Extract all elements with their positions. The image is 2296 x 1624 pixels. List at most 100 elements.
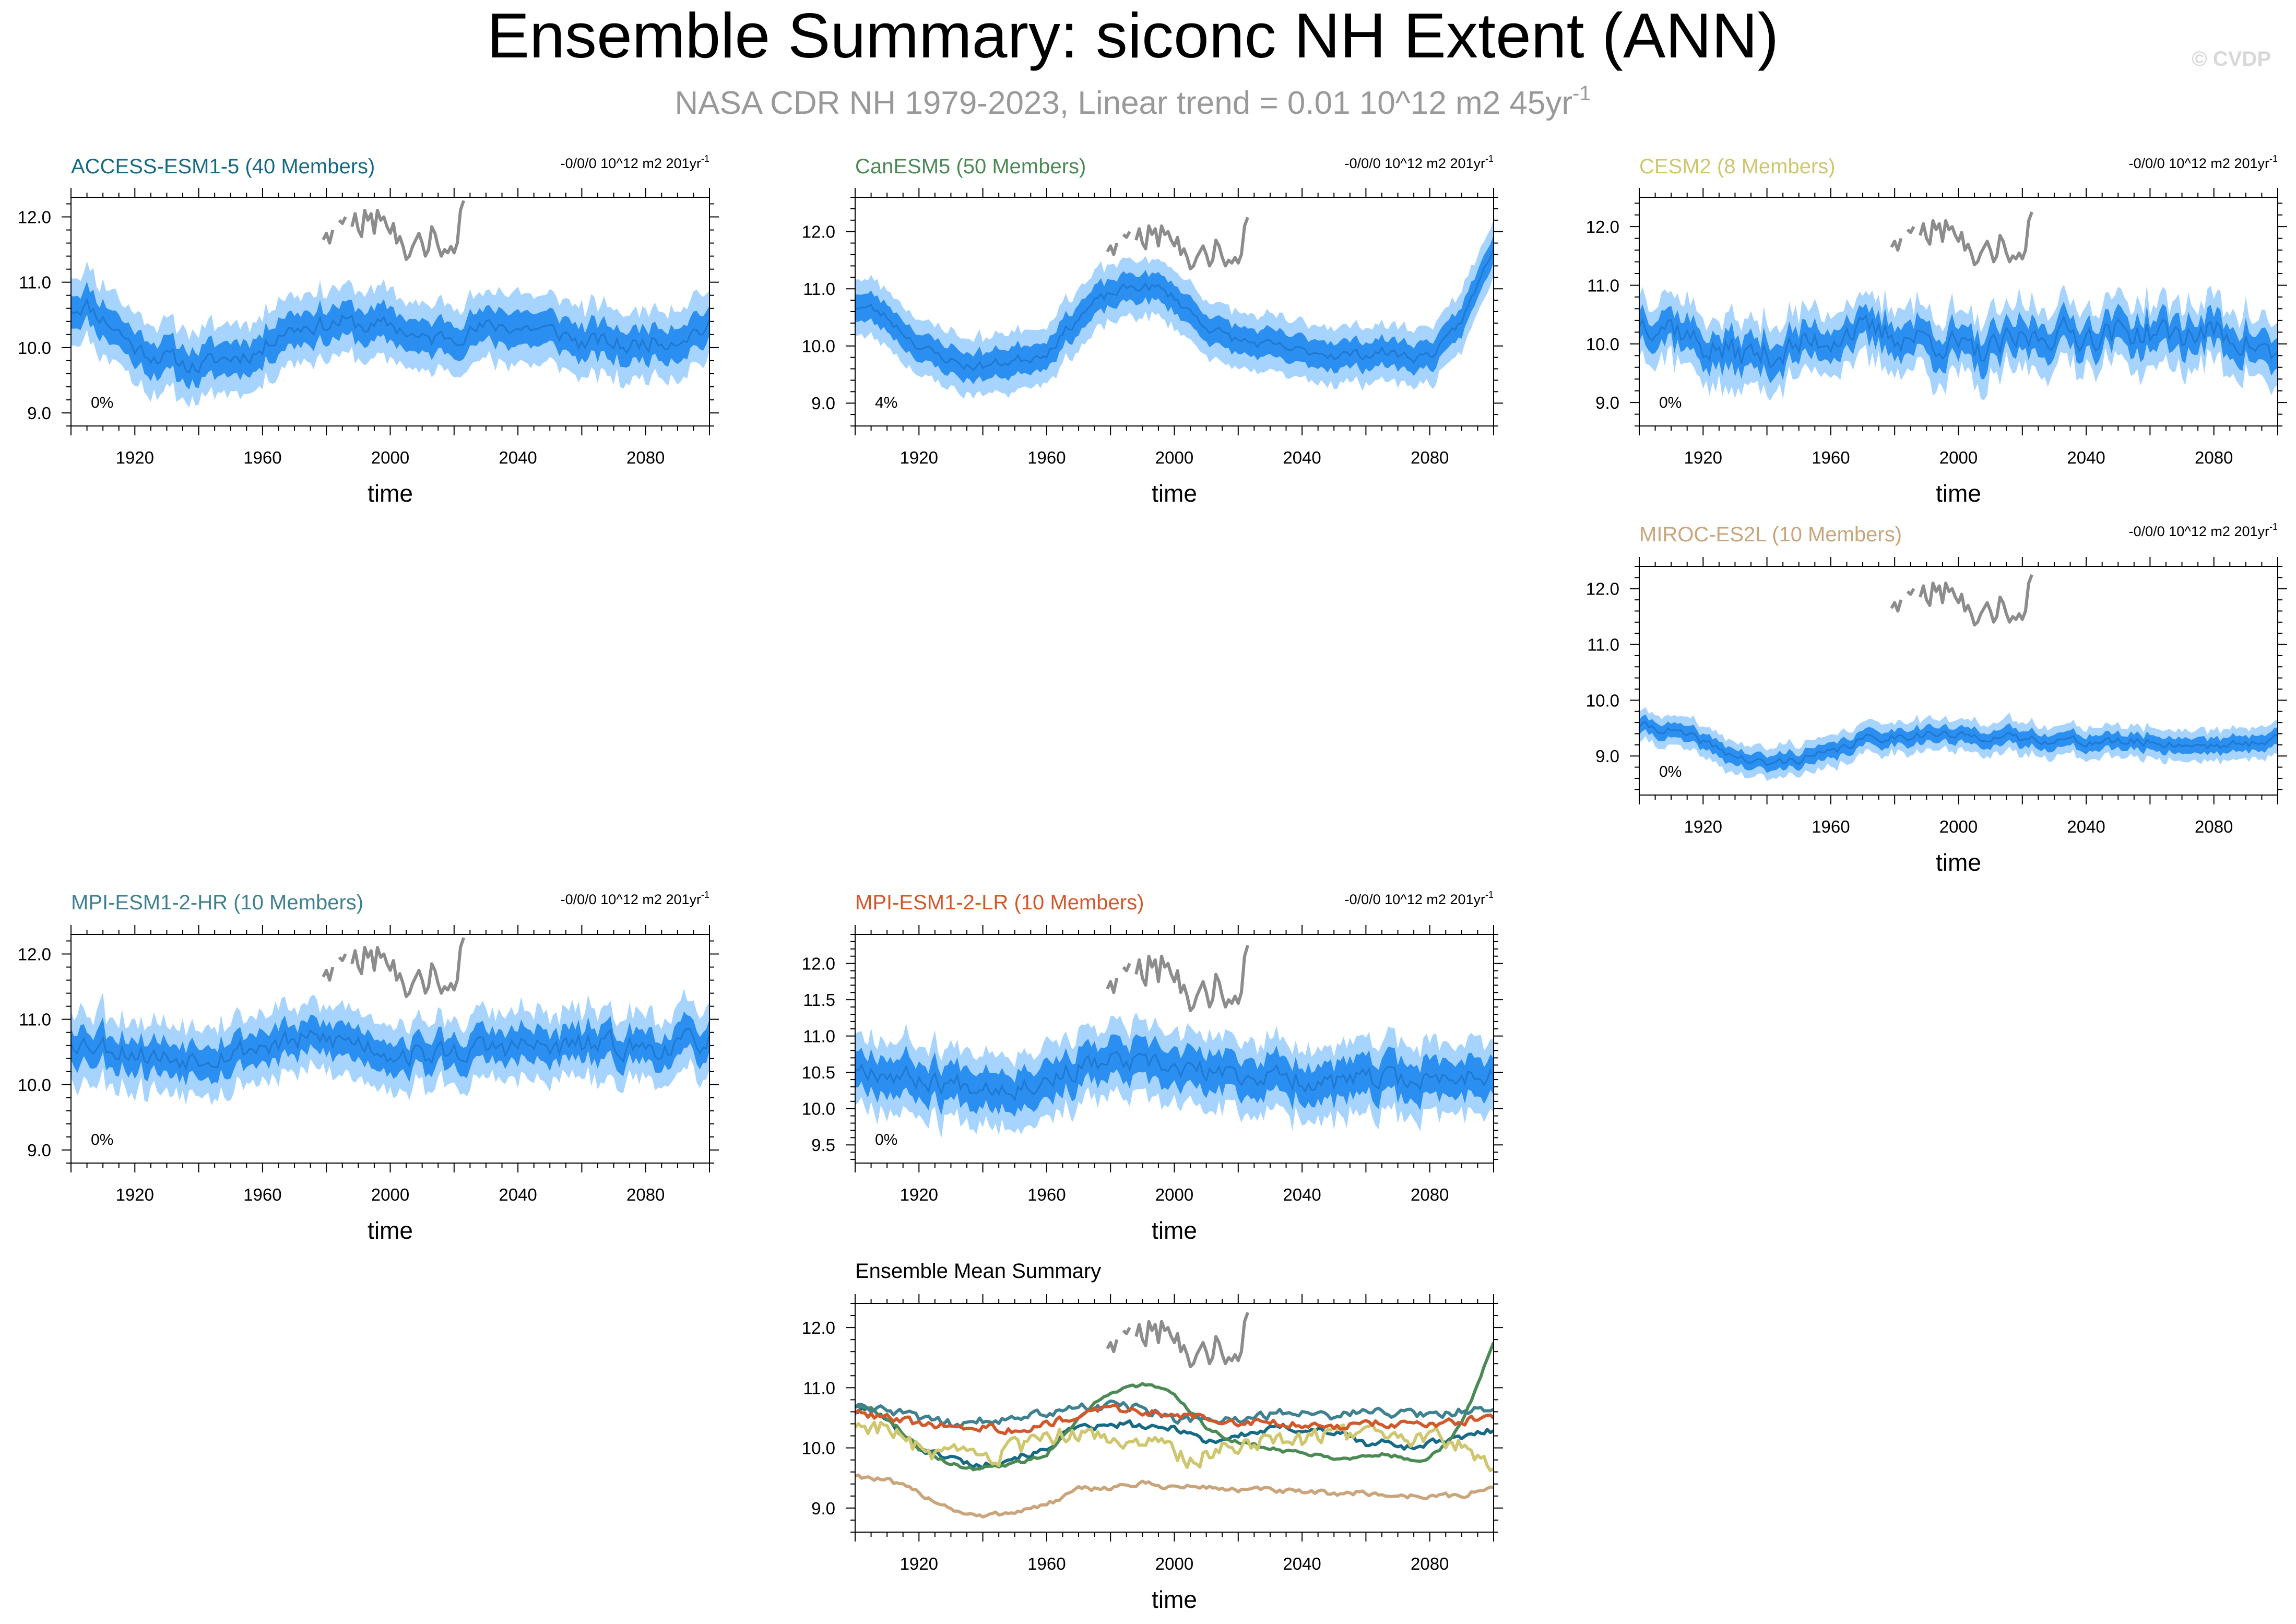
series-line-miroc — [855, 1473, 1494, 1519]
x-tick-label: 2040 — [2067, 817, 2105, 836]
y-tick-label: 10.5 — [802, 1063, 835, 1082]
ensemble-mean-line — [1639, 721, 2278, 766]
panel-trend-text: -0/0/0 10^12 m2 201yr — [561, 892, 701, 907]
panel-title: CanESM5 (50 Members) — [855, 155, 1086, 178]
spread-band-inner — [855, 234, 1494, 384]
x-axis-label: time — [1152, 480, 1197, 507]
x-tick-label: 1960 — [243, 1185, 281, 1204]
plot-area — [1639, 211, 2278, 401]
y-tick-label: 9.0 — [1595, 746, 1619, 766]
spread-band-inner — [71, 1011, 709, 1086]
x-axis-label: time — [1152, 1217, 1197, 1244]
panel-cesm: CESM2 (8 Members) -0/0/0 10^12 m2 201yr-1… — [1586, 153, 2287, 507]
y-tick-label: 11.0 — [803, 279, 835, 299]
observation-line — [322, 937, 465, 998]
plot-area — [855, 1312, 1494, 1519]
x-axis-label: time — [368, 480, 413, 507]
x-axis-label: time — [368, 1217, 413, 1244]
y-tick-label: 10.0 — [1586, 335, 1619, 354]
series-line-canesm — [855, 1342, 1494, 1472]
panel-trend-text: -0/0/0 10^12 m2 201yr — [2129, 524, 2269, 539]
observation-line — [1890, 574, 2033, 627]
x-tick-label: 1960 — [1812, 817, 1850, 836]
plot-area — [71, 200, 709, 408]
y-tick-label: 9.0 — [27, 1141, 51, 1160]
observation-line — [1106, 945, 1249, 1012]
x-tick-label: 2040 — [1283, 1554, 1321, 1573]
x-tick-label: 2000 — [1939, 448, 1978, 467]
panel-canesm: CanESM5 (50 Members) -0/0/0 10^12 m2 201y… — [802, 153, 1503, 507]
series-line-cesm — [855, 1420, 1494, 1473]
ensemble-mean-line — [855, 1051, 1494, 1102]
y-tick-label: 10.0 — [802, 1439, 835, 1458]
panel-trend: -0/0/0 10^12 m2 201yr-1 — [2129, 521, 2278, 539]
y-tick-label: 9.0 — [1595, 393, 1619, 412]
panel-access: ACCESS-ESM1-5 (40 Members) -0/0/0 10^12 m… — [18, 153, 719, 507]
panel-title: MIROC-ES2L (10 Members) — [1639, 523, 1902, 546]
watermark: © CVDP — [2192, 48, 2271, 70]
y-tick-label: 10.0 — [18, 338, 51, 358]
x-tick-label: 2040 — [499, 448, 537, 467]
panel-trend: -0/0/0 10^12 m2 201yr-1 — [561, 890, 709, 907]
x-axis-label: time — [1936, 480, 1981, 507]
x-tick-label: 2040 — [1283, 448, 1321, 467]
pct-label: 0% — [1659, 763, 1682, 780]
panel-trend-text: -0/0/0 10^12 m2 201yr — [1345, 156, 1485, 171]
plot-area — [1639, 574, 2278, 781]
panel-title: CESM2 (8 Members) — [1639, 155, 1836, 178]
y-tick-label: 12.0 — [18, 208, 51, 227]
figure-subtitle-main: NASA CDR NH 1979-2023, Linear trend = 0.… — [674, 85, 1572, 121]
series-line-mpilr — [855, 1404, 1494, 1436]
y-tick-label: 12.0 — [802, 1318, 835, 1337]
panel-trend-sup: -1 — [1485, 153, 1494, 164]
x-tick-label: 2000 — [1155, 1185, 1193, 1204]
plot-area — [855, 945, 1494, 1139]
x-tick-label: 2000 — [1939, 817, 1978, 836]
y-tick-label: 11.0 — [1587, 635, 1619, 655]
x-tick-label: 1920 — [116, 448, 154, 467]
x-tick-label: 2040 — [1283, 1185, 1321, 1204]
ensemble-mean-line — [71, 298, 709, 374]
figure-title: Ensemble Summary: siconc NH Extent (ANN) — [487, 0, 1779, 71]
y-tick-label: 12.0 — [18, 945, 51, 964]
observation-line — [1106, 217, 1249, 270]
x-tick-label: 1920 — [900, 448, 938, 467]
spread-band-inner — [1639, 714, 2278, 773]
figure-subtitle-sup: -1 — [1572, 82, 1591, 105]
plot-area — [855, 217, 1494, 399]
ensemble-mean-line — [71, 1027, 709, 1071]
panel-trend-sup: -1 — [701, 153, 709, 164]
x-tick-label: 2080 — [626, 1185, 665, 1204]
pct-label: 0% — [91, 394, 113, 411]
panel-mpihr: MPI-ESM1-2-HR (10 Members) -0/0/0 10^12 m… — [18, 890, 719, 1244]
x-axis-label: time — [1152, 1586, 1197, 1613]
y-tick-label: 12.0 — [802, 222, 835, 242]
x-tick-label: 2000 — [1155, 448, 1193, 467]
observation-line — [1106, 1312, 1249, 1368]
y-tick-label: 10.0 — [18, 1075, 51, 1095]
x-tick-label: 1960 — [243, 448, 281, 467]
x-tick-label: 1960 — [1027, 1185, 1066, 1204]
x-tick-label: 2040 — [499, 1185, 537, 1204]
panel-trend-sup: -1 — [2269, 153, 2278, 164]
panel-trend-sup: -1 — [1485, 890, 1494, 900]
panel-title: MPI-ESM1-2-HR (10 Members) — [71, 891, 363, 914]
x-tick-label: 2040 — [2067, 448, 2105, 467]
y-tick-label: 12.0 — [1586, 579, 1619, 599]
x-tick-label: 2000 — [1155, 1554, 1193, 1573]
panel-mpilr: MPI-ESM1-2-LR (10 Members) -0/0/0 10^12 m… — [802, 890, 1503, 1244]
x-tick-label: 2080 — [626, 448, 665, 467]
pct-label: 0% — [91, 1131, 113, 1148]
y-tick-label: 11.0 — [19, 1010, 51, 1029]
y-tick-label: 12.0 — [802, 954, 835, 974]
pct-label: 4% — [875, 394, 897, 411]
panel-trend-sup: -1 — [701, 890, 709, 900]
panel-trend: -0/0/0 10^12 m2 201yr-1 — [561, 153, 709, 171]
x-tick-label: 1960 — [1027, 448, 1066, 467]
y-tick-label: 11.0 — [803, 1027, 835, 1046]
x-tick-label: 2000 — [371, 1185, 409, 1204]
observation-line — [322, 200, 465, 261]
y-tick-label: 10.0 — [802, 337, 835, 356]
x-tick-label: 1960 — [1027, 1554, 1066, 1573]
